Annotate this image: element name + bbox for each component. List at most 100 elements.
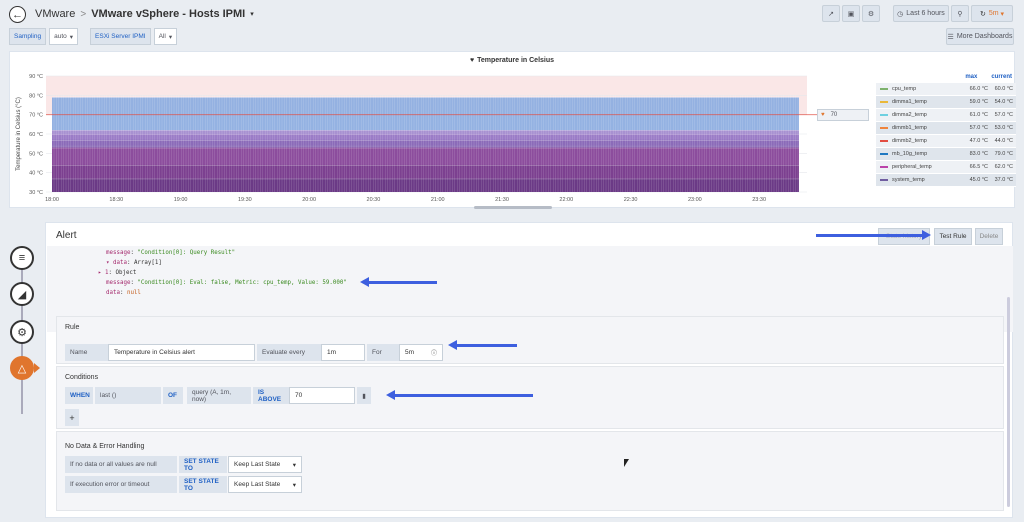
chevron-down-icon: ▾ bbox=[69, 33, 74, 41]
rule-name-input[interactable]: Temperature in Celsius alert bbox=[108, 344, 255, 361]
legend-max-value: 59.0 °C bbox=[969, 98, 988, 105]
y-tick-label: 80 °C bbox=[29, 93, 43, 99]
zoom-out-icon[interactable]: ⚲ bbox=[951, 5, 969, 22]
chevron-down-icon[interactable]: ▾ bbox=[250, 11, 254, 18]
json-key: ▸ 1 bbox=[98, 270, 109, 276]
condition-query[interactable]: query (A, 1m, now) bbox=[187, 387, 251, 404]
threshold-value: 70 bbox=[830, 112, 838, 118]
alert-title: Alert bbox=[56, 230, 77, 241]
add-condition-button[interactable]: + bbox=[65, 409, 79, 426]
annotation-arrow bbox=[386, 390, 533, 400]
legend-swatch bbox=[880, 113, 888, 116]
settings-gear-icon[interactable]: ⚙ bbox=[862, 5, 880, 22]
legend-item[interactable]: peripheral_temp 66.5 °C 62.0 °C bbox=[876, 161, 1016, 174]
nodata-state-select[interactable]: Keep Last State ▾ bbox=[228, 456, 302, 473]
refresh-button[interactable]: ↻ 5m ▾ bbox=[971, 5, 1013, 22]
legend-item[interactable]: dimma2_temp 61.0 °C 57.0 °C bbox=[876, 109, 1016, 122]
legend-current-value: 60.0 °C bbox=[994, 85, 1013, 92]
gear-icon[interactable]: ⚙ bbox=[10, 320, 34, 344]
legend-current-value: 79.0 °C bbox=[994, 150, 1013, 157]
info-icon[interactable]: ⓘ bbox=[430, 351, 437, 357]
y-tick-label: 40 °C bbox=[29, 171, 43, 177]
breadcrumb-separator: > bbox=[80, 8, 87, 20]
horizontal-scrollbar[interactable] bbox=[474, 206, 552, 209]
legend-swatch bbox=[880, 165, 888, 168]
database-icon[interactable]: ≡ bbox=[10, 246, 34, 270]
graph-panel: ♥ Temperature in Celsius 30 °C 40 °C 50 °C 6… bbox=[9, 51, 1016, 209]
legend-series-name: dimmb2_temp bbox=[892, 137, 927, 144]
legend-item[interactable]: dimmb2_temp 47.0 °C 44.0 °C bbox=[876, 135, 1016, 148]
legend-swatch bbox=[880, 126, 888, 129]
chart-area-icon[interactable]: ◢ bbox=[10, 282, 34, 306]
x-tick-label: 20:00 bbox=[302, 197, 316, 203]
active-pointer bbox=[34, 363, 40, 373]
x-tick-label: 20:30 bbox=[367, 197, 381, 203]
legend-series-name: peripheral_temp bbox=[892, 163, 932, 170]
legend-item[interactable]: cpu_temp 66.0 °C 60.0 °C bbox=[876, 83, 1016, 96]
x-tick-label: 19:00 bbox=[174, 197, 188, 203]
legend-max-value: 47.0 °C bbox=[969, 137, 988, 144]
temperature-chart[interactable]: 30 °C 40 °C 50 °C 60 °C 70 °C 80 °C 90 °C 18:00… bbox=[10, 52, 876, 209]
for-label: For bbox=[367, 344, 399, 361]
legend-swatch bbox=[880, 178, 888, 181]
rule-section: Rule Name Temperature in Celsius alert E… bbox=[56, 316, 1004, 364]
x-tick-label: 21:30 bbox=[495, 197, 509, 203]
legend-current-value: 57.0 °C bbox=[994, 111, 1013, 118]
json-line: data: null bbox=[106, 290, 141, 296]
series-system_temp bbox=[52, 178, 799, 192]
legend-series-name: dimma1_temp bbox=[892, 98, 927, 105]
legend-header-max[interactable]: max bbox=[965, 74, 978, 80]
json-line: message: "Condition[0]: Query Result" bbox=[106, 250, 236, 256]
legend-item[interactable]: dimma1_temp 59.0 °C 54.0 °C bbox=[876, 96, 1016, 109]
variable-select-sampling[interactable]: auto ▾ bbox=[49, 28, 79, 45]
condition-threshold-input[interactable]: 70 bbox=[289, 387, 355, 404]
variable-select-esxi-server[interactable]: All ▾ bbox=[153, 28, 178, 45]
alert-panel: Alert State history Test Rule Delete mes… bbox=[45, 222, 1013, 518]
legend-series-name: mb_10g_temp bbox=[892, 150, 928, 157]
legend-item[interactable]: system_temp 45.0 °C 37.0 °C bbox=[876, 174, 1016, 187]
more-dashboards-button[interactable]: ☰ More Dashboards bbox=[946, 28, 1014, 45]
for-input[interactable]: 5m ⓘ bbox=[399, 344, 443, 361]
legend-max-value: 83.0 °C bbox=[969, 150, 988, 157]
clock-icon: ◷ bbox=[897, 10, 904, 18]
error-state-select[interactable]: Keep Last State ▾ bbox=[228, 476, 302, 493]
legend-item[interactable]: dimmb1_temp 57.0 °C 53.0 °C bbox=[876, 122, 1016, 135]
trash-icon[interactable]: ▮ bbox=[357, 387, 371, 404]
legend-item[interactable]: mb_10g_temp 83.0 °C 79.0 °C bbox=[876, 148, 1016, 161]
arrow-left-icon[interactable]: ← bbox=[9, 6, 26, 23]
json-key: ▾ data bbox=[106, 260, 127, 266]
legend-current-value: 62.0 °C bbox=[994, 163, 1013, 170]
json-value: Object bbox=[115, 270, 137, 276]
condition-reducer[interactable]: last () bbox=[95, 387, 161, 404]
condition-evaluator[interactable]: IS ABOVE bbox=[253, 387, 289, 404]
refresh-interval: 5m bbox=[988, 10, 999, 17]
evaluate-every-input[interactable]: 1m bbox=[321, 344, 365, 361]
threshold-handle[interactable]: ♥ 70 bbox=[817, 109, 869, 121]
y-tick-label: 50 °C bbox=[29, 151, 43, 157]
breadcrumb-folder[interactable]: VMware bbox=[35, 8, 76, 20]
bell-icon[interactable]: △ bbox=[10, 356, 34, 380]
dashboard-title[interactable]: VMware vSphere - Hosts IPMI bbox=[91, 8, 246, 20]
conditions-section: Conditions WHEN last () OF query (A, 1m,… bbox=[56, 366, 1004, 429]
legend-max-value: 61.0 °C bbox=[969, 111, 988, 118]
heart-icon: ♥ bbox=[469, 57, 475, 64]
nodata-label: If no data or all values are null bbox=[65, 456, 177, 473]
annotation-arrow bbox=[816, 230, 931, 240]
chevron-down-icon: ▾ bbox=[292, 461, 296, 469]
x-tick-label: 21:00 bbox=[431, 197, 445, 203]
share-icon[interactable]: ↗ bbox=[822, 5, 840, 22]
legend-header-current[interactable]: current bbox=[991, 74, 1012, 80]
y-tick-label: 30 °C bbox=[29, 190, 43, 196]
scrollbar[interactable] bbox=[1007, 297, 1010, 507]
save-icon[interactable]: ▣ bbox=[842, 5, 860, 22]
x-tick-label: 22:00 bbox=[559, 197, 573, 203]
time-picker-button[interactable]: ◷ Last 6 hours bbox=[893, 5, 949, 22]
legend-swatch bbox=[880, 87, 888, 90]
test-rule-button[interactable]: Test Rule bbox=[934, 228, 972, 245]
x-tick-label: 18:30 bbox=[109, 197, 123, 203]
panel-title[interactable]: ♥ Temperature in Celsius bbox=[10, 57, 1014, 64]
chevron-down-icon: ▾ bbox=[1000, 10, 1005, 18]
delete-button[interactable]: Delete bbox=[975, 228, 1003, 245]
x-tick-label: 22:30 bbox=[624, 197, 638, 203]
y-tick-label: 70 °C bbox=[29, 113, 43, 119]
